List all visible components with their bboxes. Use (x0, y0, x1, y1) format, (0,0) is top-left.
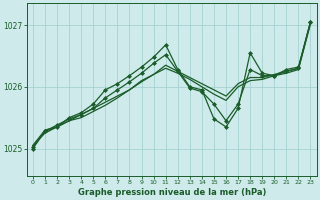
X-axis label: Graphe pression niveau de la mer (hPa): Graphe pression niveau de la mer (hPa) (77, 188, 266, 197)
